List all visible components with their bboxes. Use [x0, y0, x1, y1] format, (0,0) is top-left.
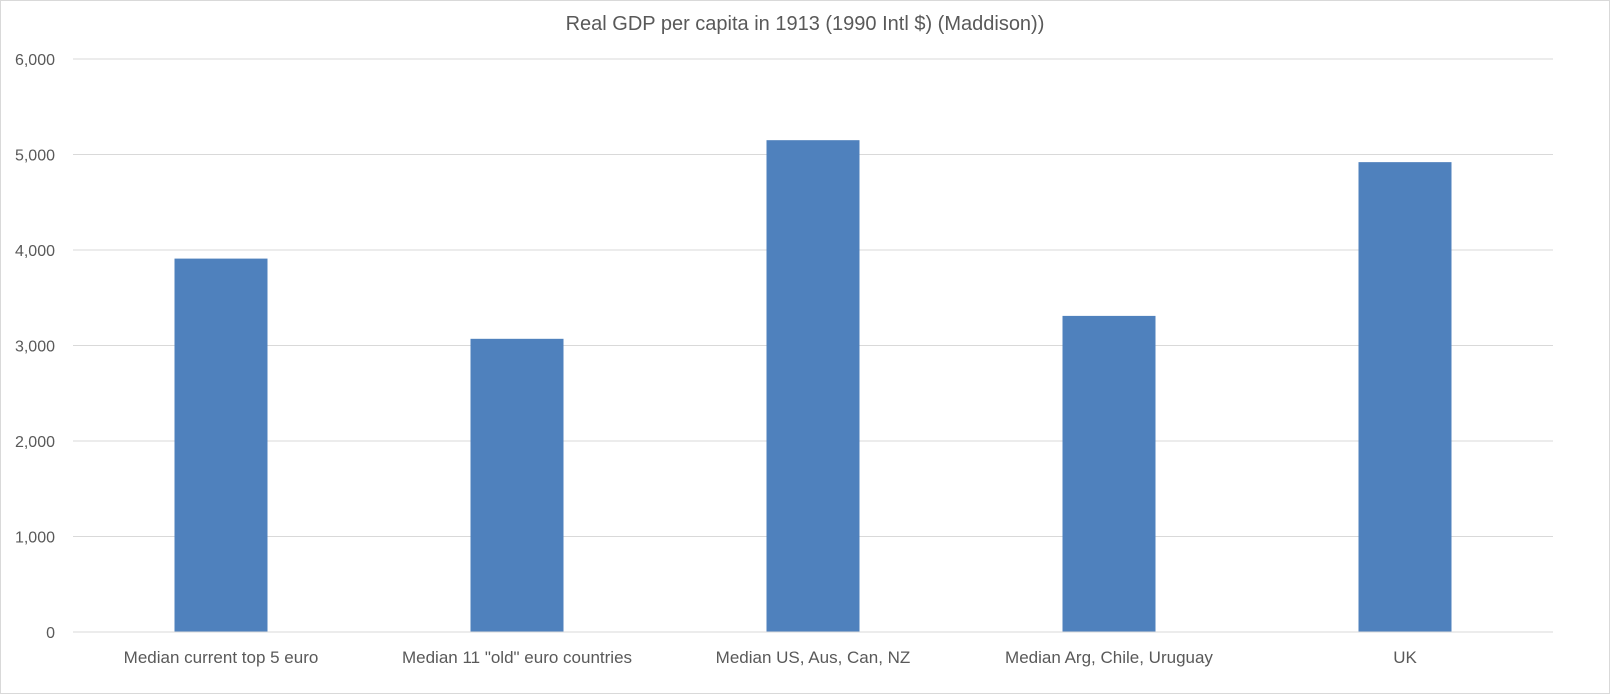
- y-tick-label: 4,000: [15, 243, 55, 260]
- y-tick-label: 6,000: [15, 52, 55, 69]
- y-tick-label: 2,000: [15, 434, 55, 451]
- x-axis-category-labels: Median current top 5 euro Median 11 "old"…: [124, 648, 1418, 667]
- x-category-label: UK: [1393, 648, 1417, 667]
- chart-title: Real GDP per capita in 1913 (1990 Intl $…: [565, 13, 1045, 35]
- x-category-label: Median US, Aus, Can, NZ: [716, 648, 911, 667]
- bar: [766, 140, 860, 633]
- bar: [470, 338, 564, 632]
- y-tick-label: 3,000: [15, 339, 55, 356]
- x-category-label: Median current top 5 euro: [124, 648, 319, 667]
- y-tick-label: 5,000: [15, 148, 55, 165]
- bar: [1062, 315, 1156, 632]
- y-axis-tick-labels: 0 1,000 2,000 3,000 4,000 5,000 6,000: [15, 52, 55, 642]
- bar: [174, 258, 268, 632]
- bar: [1358, 162, 1452, 632]
- x-category-label: Median 11 "old" euro countries: [402, 648, 632, 667]
- x-category-label: Median Arg, Chile, Uruguay: [1005, 648, 1213, 667]
- y-tick-label: 1,000: [15, 530, 55, 547]
- y-tick-label: 0: [46, 625, 55, 642]
- bars: [174, 140, 1452, 633]
